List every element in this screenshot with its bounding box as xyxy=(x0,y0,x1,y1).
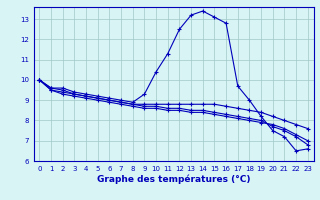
X-axis label: Graphe des températures (°C): Graphe des températures (°C) xyxy=(97,175,250,184)
